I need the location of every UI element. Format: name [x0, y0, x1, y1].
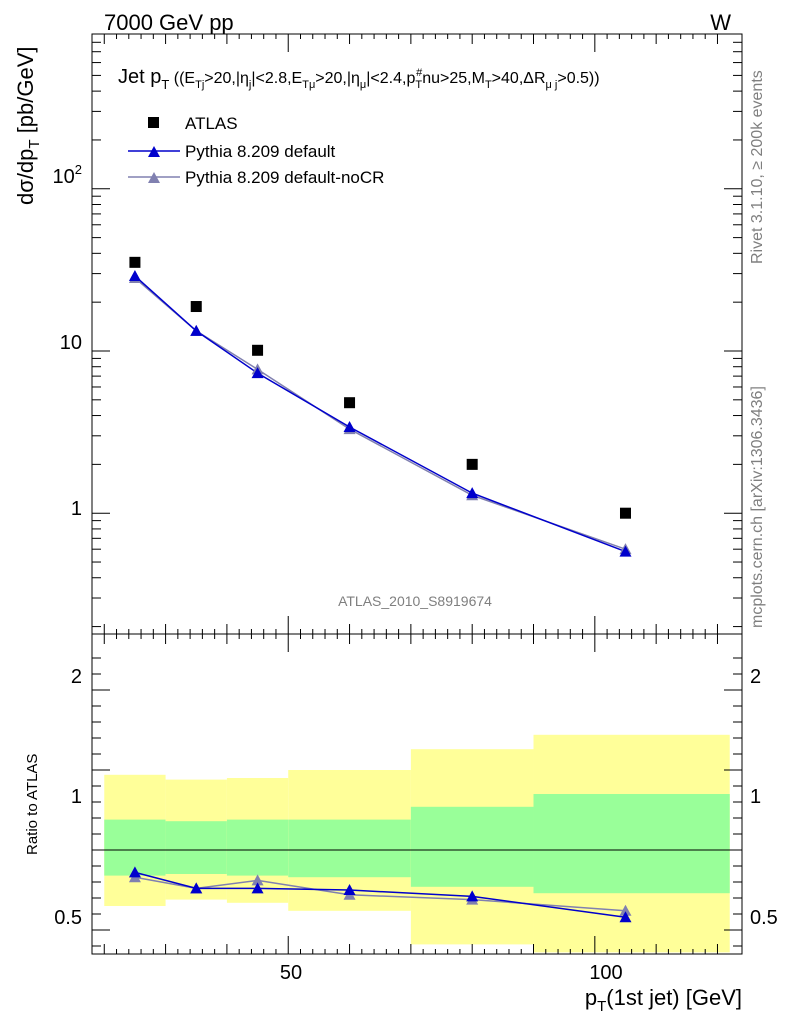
ytick-ratio-0-5-right: 0.5	[750, 907, 778, 929]
rivet-label: Rivet 3.1.10, ≥ 200k events	[749, 70, 766, 264]
ytick-ratio-2: 2	[71, 666, 82, 688]
main-line-nocr	[134, 277, 626, 550]
ratio-ylabel: Ratio to ATLAS	[24, 754, 41, 855]
band-inner-0	[104, 819, 166, 876]
ratio-line-nocr	[134, 876, 626, 912]
xtick-100: 100	[589, 962, 622, 984]
ratio-point-default-1	[190, 882, 203, 894]
main-point-default-5	[619, 545, 632, 557]
main-ylabel: dσ/dpT [pb/GeV]	[13, 46, 43, 205]
band-inner-4	[410, 806, 534, 887]
legend-marker-atlas	[148, 117, 159, 128]
ytick-ratio-1: 1	[71, 786, 82, 808]
legend-label-default: Pythia 8.209 default	[185, 142, 336, 161]
plot-title: Jet pT ((ETj>20,|ηj|<2.8,ETμ>20,|ημ|<2.4…	[118, 66, 600, 92]
band-inner-3	[288, 819, 411, 878]
ratio-point-default-0	[128, 866, 141, 878]
main-point-default-2	[251, 367, 264, 379]
main-point-atlas-1	[190, 301, 202, 313]
legend-label-atlas: ATLAS	[185, 114, 238, 133]
band-inner-1	[165, 821, 227, 874]
legend-label-nocr: Pythia 8.209 default-noCR	[185, 168, 384, 187]
ratio-plot-marks	[128, 866, 632, 923]
main-point-atlas-2	[252, 344, 264, 356]
ytick-main-100: 102	[53, 162, 82, 188]
main-point-atlas-3	[344, 397, 356, 409]
ratio-point-default-2	[251, 882, 264, 894]
ratio-panel-frame	[91, 633, 743, 955]
ratio-point-default-5	[619, 911, 632, 923]
legend-marker-nocr	[148, 172, 160, 183]
ytick-ratio-2-right: 2	[750, 666, 761, 688]
ytick-main-1: 1	[71, 498, 82, 520]
axis-ticks	[92, 33, 742, 954]
header-left: 7000 GeV pp	[104, 10, 234, 35]
ratio-point-default-3	[343, 884, 356, 895]
ratio-line-default	[134, 871, 626, 918]
main-point-default-4	[466, 487, 479, 499]
ytick-main-10: 10	[60, 332, 82, 354]
band-inner-2	[226, 819, 289, 876]
legend: ATLAS Pythia 8.209 default Pythia 8.209 …	[128, 114, 384, 187]
ytick-ratio-0-5: 0.5	[54, 907, 82, 929]
main-point-default-1	[190, 324, 203, 336]
ratio-bands	[104, 734, 730, 953]
ratio-point-default-4	[466, 890, 479, 902]
ytick-ratio-1-right: 1	[750, 786, 761, 808]
main-point-atlas-0	[129, 256, 141, 268]
x-axis-label: pT(1st jet) [GeV]	[585, 985, 742, 1015]
ratio-point-nocr-5	[619, 904, 632, 916]
main-point-atlas-4	[466, 458, 478, 470]
main-point-atlas-5	[619, 507, 631, 519]
analysis-watermark: ATLAS_2010_S8919674	[338, 593, 492, 609]
ratio-point-nocr-2	[251, 874, 264, 886]
band-inner-5	[533, 794, 730, 894]
main-point-default-3	[343, 420, 356, 432]
main-plot-marks	[128, 256, 632, 557]
header-right: W	[710, 10, 731, 35]
main-point-default-0	[128, 269, 141, 281]
legend-marker-default	[148, 146, 160, 157]
mcplots-label: mcplots.cern.ch [arXiv:1306.3436]	[749, 386, 766, 628]
main-line-default	[134, 275, 626, 553]
xtick-50: 50	[280, 962, 302, 984]
